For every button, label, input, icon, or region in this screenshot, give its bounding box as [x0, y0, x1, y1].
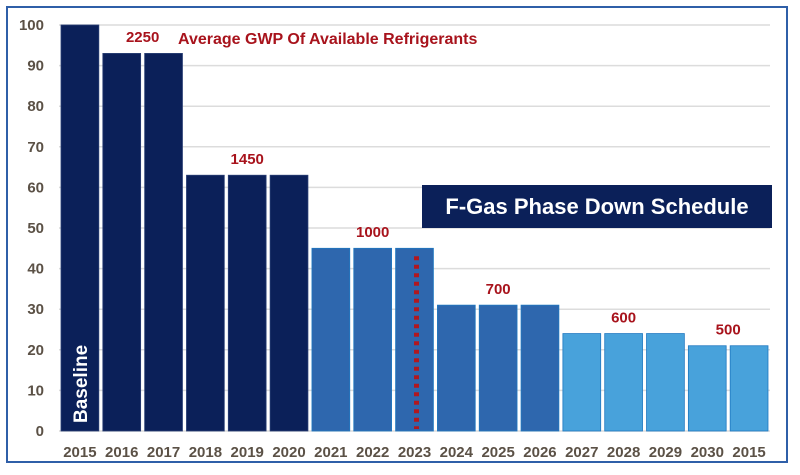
bar-2018: [186, 174, 225, 432]
x-tick-label: 2023: [398, 444, 431, 461]
bar-2020: [269, 174, 309, 432]
bar-2023: [395, 247, 434, 432]
baseline-label: Baseline: [71, 345, 92, 423]
x-tick-label: 2015: [63, 444, 96, 461]
bar-2017: [144, 53, 183, 432]
y-tick-label: 70: [27, 139, 44, 156]
bar-2028: [604, 333, 643, 432]
bar-2015: [729, 345, 769, 432]
x-tick-label: 2024: [440, 444, 474, 461]
x-tick-label: 2030: [691, 444, 724, 461]
x-tick-label: 2017: [147, 444, 180, 461]
y-tick-label: 30: [27, 301, 44, 318]
x-tick-label: 2015: [732, 444, 765, 461]
gwp-annotation: 1000: [356, 224, 389, 241]
gwp-annotation: 700: [486, 281, 511, 298]
gwp-annotation: 500: [716, 322, 741, 339]
bar-2019: [227, 174, 267, 432]
x-axis-ticks: 2015 2016 2017 2018 2019 2020 2021 2022 2023 2024…: [63, 444, 766, 461]
bar-2021: [311, 247, 351, 432]
bar-2022: [353, 247, 392, 432]
gwp-annotation: 600: [611, 309, 636, 326]
subtitle-box: F-Gas Phase Down Schedule: [422, 185, 772, 228]
annotations: 2250 1450 1000 700 600 500: [126, 29, 741, 338]
x-tick-label: 2028: [607, 444, 640, 461]
x-tick-label: 2029: [649, 444, 682, 461]
y-axis-ticks: 0 10 20 30 40 50 60 70 80 90 100: [19, 17, 44, 440]
x-tick-label: 2021: [314, 444, 347, 461]
y-tick-label: 0: [36, 423, 44, 440]
y-tick-label: 60: [27, 179, 44, 196]
subtitle-box-text: F-Gas Phase Down Schedule: [445, 194, 748, 219]
x-tick-label: 2018: [189, 444, 222, 461]
y-tick-label: 40: [27, 261, 44, 278]
bar-2024: [437, 304, 476, 432]
x-tick-label: 2022: [356, 444, 389, 461]
bar-2026: [520, 304, 560, 432]
chart-title: Average GWP Of Available Refrigerants: [178, 31, 477, 48]
subtitle-box-bg: [422, 185, 772, 228]
bar-2029: [646, 333, 685, 432]
bar-2025: [478, 304, 518, 432]
y-tick-label: 10: [27, 382, 44, 399]
y-tick-label: 50: [27, 220, 44, 237]
y-tick-label: 100: [19, 17, 44, 34]
y-tick-label: 20: [27, 342, 44, 359]
x-tick-label: 2026: [523, 444, 556, 461]
gwp-annotation: 1450: [231, 151, 264, 168]
x-tick-label: 2025: [481, 444, 514, 461]
bar-2027: [562, 333, 602, 432]
bar-2030: [687, 345, 727, 432]
bar-2016: [102, 53, 142, 432]
gwp-annotation: 2250: [126, 29, 159, 46]
bar-2015: [60, 24, 100, 432]
x-tick-label: 2019: [231, 444, 264, 461]
y-tick-label: 80: [27, 98, 44, 115]
bars: Baseline: [60, 24, 769, 432]
x-tick-label: 2020: [272, 444, 305, 461]
x-tick-label: 2027: [565, 444, 598, 461]
x-tick-label: 2016: [105, 444, 138, 461]
y-tick-label: 90: [27, 58, 44, 75]
